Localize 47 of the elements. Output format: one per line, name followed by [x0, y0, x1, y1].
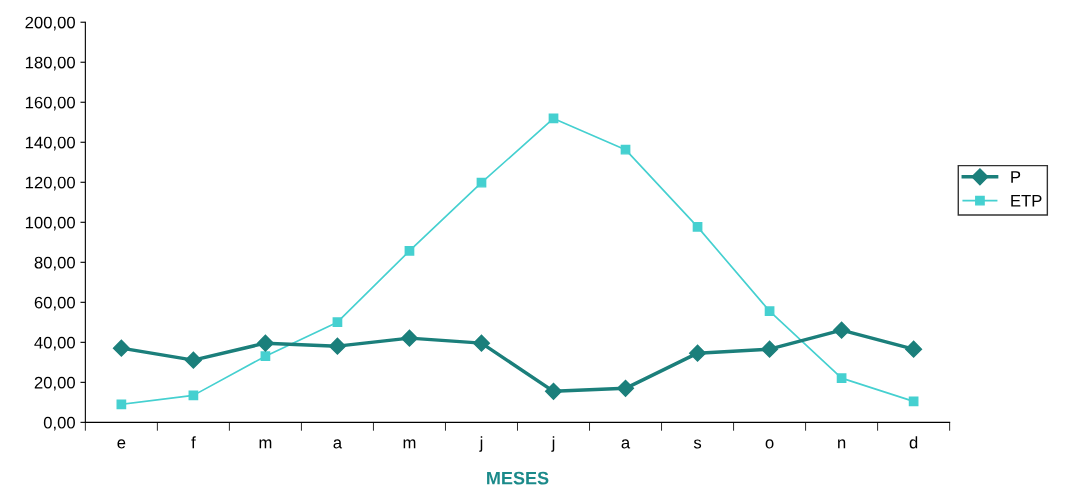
- point: [328, 337, 346, 355]
- point: [404, 246, 415, 256]
- point: [544, 382, 563, 400]
- y-tick-label: 80,00: [34, 256, 75, 271]
- x-tick-label: d: [909, 436, 918, 449]
- y-tick-label: 0,00: [43, 416, 75, 431]
- point: [761, 340, 779, 358]
- point: [260, 351, 271, 362]
- x-tick-label: m: [403, 439, 416, 449]
- legend-label: P: [1011, 171, 1021, 183]
- point: [400, 329, 419, 347]
- y-tick-label: 20,00: [34, 376, 75, 391]
- x-tick-label: a: [621, 439, 631, 449]
- x-tick-label: m: [259, 439, 272, 449]
- point: [256, 334, 274, 352]
- x-tick-label: f: [191, 436, 196, 449]
- y-tick-label: 160,00: [25, 96, 75, 111]
- point: [476, 177, 487, 188]
- point: [332, 317, 343, 327]
- x-tick-label: n: [838, 439, 846, 449]
- point: [472, 334, 491, 352]
- x-tick-label: s: [693, 439, 702, 449]
- point: [833, 321, 851, 339]
- point: [620, 144, 631, 155]
- y-tick-label: 200,00: [25, 16, 75, 31]
- point: [616, 379, 635, 397]
- point: [764, 306, 775, 316]
- point: [112, 339, 130, 357]
- x-tick-label: j: [551, 436, 555, 452]
- y-tick-label: 180,00: [25, 56, 75, 71]
- point: [688, 344, 707, 362]
- x-tick-label: o: [765, 439, 774, 449]
- point: [905, 340, 923, 358]
- legend-label: ETP: [1011, 195, 1042, 207]
- y-tick-label: 100,00: [25, 216, 75, 231]
- y-tick-label: 120,00: [25, 176, 75, 191]
- x-axis-title: MESES: [487, 471, 549, 485]
- y-tick-label: 140,00: [25, 136, 75, 151]
- point: [692, 222, 703, 232]
- point: [184, 351, 202, 369]
- point: [836, 373, 847, 384]
- x-tick-label: e: [117, 439, 126, 449]
- y-tick-label: 60,00: [34, 296, 75, 311]
- point: [188, 390, 199, 401]
- x-tick-label: a: [333, 439, 343, 449]
- y-tick-label: 40,00: [34, 336, 75, 351]
- x-tick-label: j: [479, 436, 483, 452]
